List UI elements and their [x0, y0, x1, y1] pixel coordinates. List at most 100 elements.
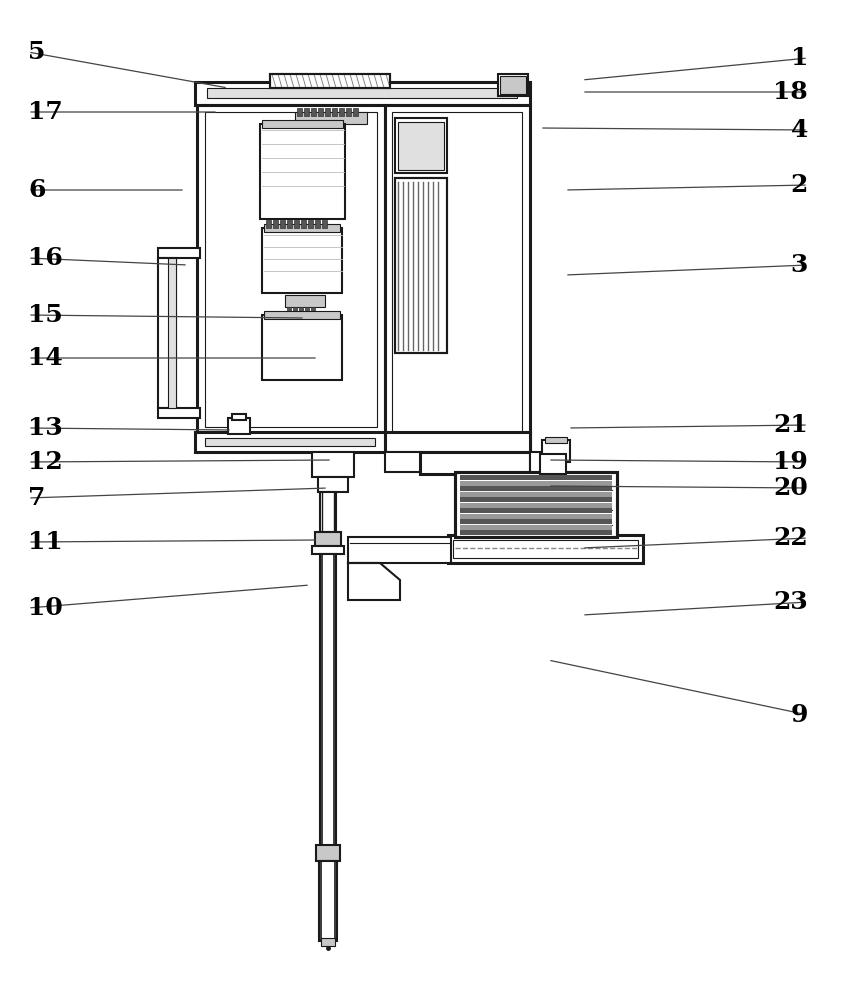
Bar [420, 452, 530, 474]
Polygon shape [348, 563, 400, 600]
Bar [392, 112, 522, 444]
Bar [297, 108, 302, 116]
Bar [308, 220, 313, 228]
Bar [395, 178, 447, 353]
Bar [320, 554, 336, 849]
Bar [528, 474, 562, 539]
Text: 15: 15 [28, 303, 62, 327]
Bar [385, 432, 530, 452]
Bar [266, 220, 271, 228]
Bar [280, 220, 285, 228]
Bar [320, 492, 336, 532]
Text: 14: 14 [28, 346, 62, 370]
Bar [460, 530, 612, 535]
Text: 16: 16 [28, 246, 62, 270]
Bar [295, 112, 367, 124]
Bar [348, 537, 451, 563]
Bar [312, 452, 354, 477]
Bar [299, 307, 303, 315]
Bar [460, 475, 612, 480]
Bar [318, 108, 323, 116]
Bar [158, 408, 200, 418]
Bar [195, 432, 385, 452]
Bar [332, 108, 337, 116]
Bar [455, 472, 617, 537]
Bar [460, 491, 612, 496]
Bar [168, 258, 176, 408]
Bar [262, 120, 343, 128]
Bar [398, 122, 444, 170]
Text: 17: 17 [28, 100, 62, 124]
Bar [262, 228, 342, 293]
Text: 23: 23 [773, 590, 808, 614]
Bar [232, 414, 246, 420]
Bar [321, 938, 335, 946]
Bar [195, 82, 530, 105]
Bar [205, 438, 375, 446]
Bar [197, 105, 385, 435]
Bar [460, 514, 612, 518]
Bar [353, 108, 358, 116]
Text: 2: 2 [791, 173, 808, 197]
Bar [264, 311, 340, 319]
Bar [270, 74, 390, 88]
Bar [285, 295, 325, 307]
Bar [460, 524, 612, 530]
Bar [304, 108, 309, 116]
Bar [158, 248, 200, 258]
Bar [460, 519, 612, 524]
Bar [460, 508, 612, 513]
Bar [385, 105, 530, 450]
Bar [270, 74, 390, 88]
Bar [315, 220, 320, 228]
Bar [318, 477, 348, 492]
Bar [273, 220, 278, 228]
Bar [205, 112, 377, 427]
Bar [312, 546, 344, 554]
Bar [293, 307, 297, 315]
Bar [460, 497, 612, 502]
Bar [287, 220, 292, 228]
Bar [260, 124, 345, 219]
Bar [395, 118, 447, 173]
Bar [500, 76, 526, 94]
Bar [339, 108, 344, 116]
Bar [346, 108, 351, 116]
Bar [498, 74, 528, 96]
Bar [316, 845, 340, 861]
Polygon shape [385, 452, 440, 472]
Text: 3: 3 [791, 253, 808, 277]
Text: 4: 4 [791, 118, 808, 142]
Bar [542, 440, 570, 462]
Text: 9: 9 [790, 703, 808, 727]
Bar [294, 220, 299, 228]
Bar [460, 486, 612, 491]
Text: 11: 11 [28, 530, 62, 554]
Bar [311, 108, 316, 116]
Text: 12: 12 [28, 450, 62, 474]
Bar [395, 178, 447, 353]
Bar [311, 307, 315, 315]
Bar [262, 315, 342, 380]
Text: 6: 6 [28, 178, 45, 202]
Bar [228, 418, 250, 434]
Text: 5: 5 [28, 40, 45, 64]
Bar [158, 258, 176, 408]
Bar [322, 220, 327, 228]
Bar [325, 108, 330, 116]
Bar [530, 452, 562, 475]
Bar [319, 861, 337, 941]
Text: 1: 1 [791, 46, 808, 70]
Text: 20: 20 [773, 476, 808, 500]
Bar [264, 224, 340, 232]
Text: 7: 7 [28, 486, 45, 510]
Bar [540, 454, 566, 474]
Bar [207, 88, 517, 98]
Text: 18: 18 [773, 80, 808, 104]
Bar [545, 437, 567, 443]
Bar [301, 220, 306, 228]
Bar [453, 540, 638, 558]
Text: 10: 10 [28, 596, 62, 620]
Text: 21: 21 [773, 413, 808, 437]
Bar [448, 535, 643, 563]
